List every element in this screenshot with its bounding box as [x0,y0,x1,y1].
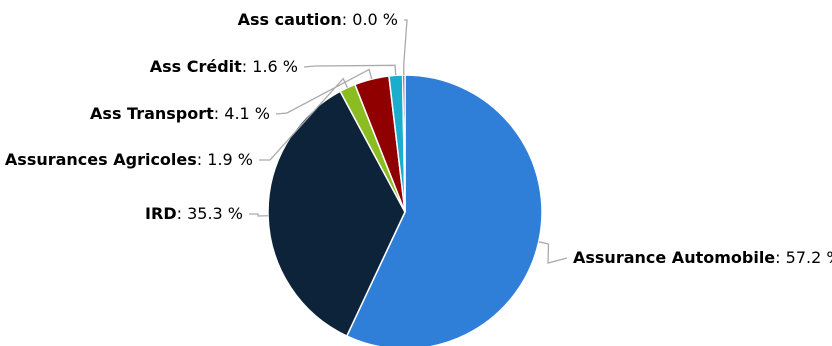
slice-label-assurance-automobile: Assurance Automobile: 57.2 % [573,248,832,267]
slice-labels: Assurance Automobile: 57.2 % IRD: 35.3 % A… [5,10,832,267]
slice-label-ass-caution: Ass caution: 0.0 % [238,10,398,29]
slice-value: : 0.0 % [342,10,398,29]
pie-slice-ass-caution[interactable] [401,74,406,213]
slice-label-assurances-agricoles: Assurances Agricoles: 1.9 % [5,150,253,169]
connector-assurance-automobile [538,241,568,264]
connector-assurances-agricoles [259,77,349,161]
slice-label-ass-cr-dit: Ass Crédit: 1.6 % [150,57,298,76]
label-connectors [249,19,568,264]
connector-ird [249,213,269,217]
slice-name: Assurance Automobile [573,248,775,267]
slice-value: : 57.2 % [775,248,832,267]
connector-ass-caution [403,19,408,76]
slice-value: : 1.9 % [197,150,253,169]
slice-name: IRD [145,204,177,223]
slice-value: : 1.6 % [242,57,298,76]
slice-value: : 35.3 % [177,204,243,223]
slice-name: Ass Transport [90,104,214,123]
pie-slice-ird[interactable] [267,90,406,337]
connector-ass-transport [275,68,373,115]
slice-name: Ass Crédit [150,57,242,76]
slice-name: Ass caution [238,10,342,29]
slice-value: : 4.1 % [214,104,270,123]
slice-label-ass-transport: Ass Transport: 4.1 % [90,104,270,123]
pie-slices [267,74,543,346]
pie-slice-assurance-automobile[interactable] [346,74,543,346]
connector-ass-cr-dit [303,64,397,76]
slice-label-ird: IRD: 35.3 % [145,204,243,223]
slice-name: Assurances Agricoles [5,150,197,169]
